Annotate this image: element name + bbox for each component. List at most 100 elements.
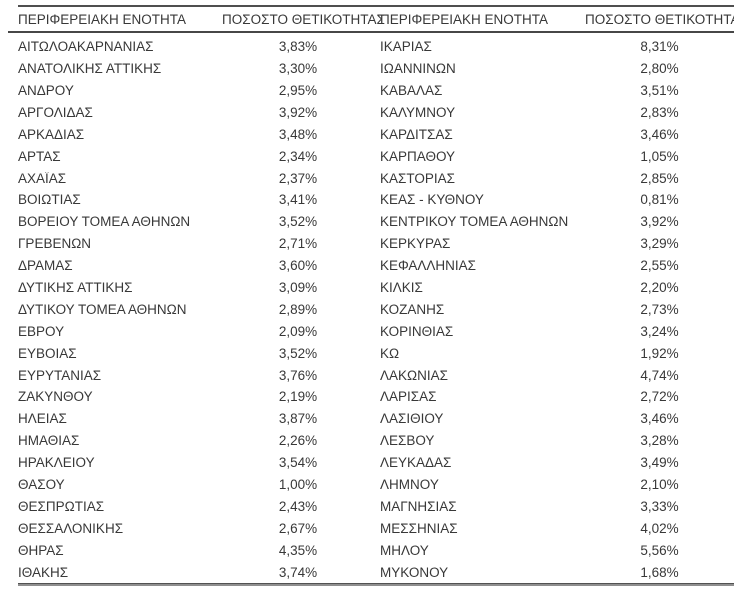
positivity-value-cell: 2,80%: [640, 61, 679, 77]
positivity-value-cell: 8,31%: [640, 39, 679, 55]
region-name-cell: ΗΛΕΙΑΣ: [18, 412, 67, 426]
region-name-cell: ΑΡΚΑΔΙΑΣ: [18, 127, 85, 142]
table-row: ΑΙΤΩΛΟΑΚΑΡΝΑΝΙΑΣ 3,83%: [0, 36, 374, 58]
region-name-cell: ΛΕΥΚΑΔΑΣ: [380, 456, 452, 470]
table-row: ΒΟΡΕΙΟΥ ΤΟΜΕΑ ΑΘΗΝΩΝ 3,52%: [0, 211, 374, 233]
table-row: ΜΥΚΟΝΟΥ 1,68%: [374, 561, 734, 583]
region-name-cell: ΓΡΕΒΕΝΩΝ: [18, 237, 92, 251]
region-name-cell: ΑΡΓΟΛΙΔΑΣ: [18, 105, 93, 120]
region-name-cell: ΚΕΝΤΡΙΚΟΥ ΤΟΜΕΑ ΑΘΗΝΩΝ: [380, 215, 569, 229]
positivity-value-cell: 3,24%: [640, 323, 679, 339]
column-header-region-right: ΠΕΡΙΦΕΡΕΙΑΚΗ ΕΝΟΤΗΤΑ: [380, 12, 549, 28]
positivity-value-cell: 2,26%: [278, 433, 318, 449]
region-name-cell: ΗΡΑΚΛΕΙΟΥ: [18, 456, 95, 470]
region-name-cell: ΑΙΤΩΛΟΑΚΑΡΝΑΝΙΑΣ: [18, 40, 154, 54]
table-row: ΚΕΦΑΛΛΗΝΙΑΣ 2,55%: [374, 255, 734, 277]
table-row: ΑΡΚΑΔΙΑΣ 3,48%: [0, 124, 374, 146]
positivity-value-cell: 2,10%: [640, 477, 679, 492]
positivity-value-cell: 2,95%: [278, 82, 318, 98]
positivity-value-cell: 2,89%: [278, 301, 318, 317]
table-row: ΛΗΜΝΟΥ 2,10%: [374, 474, 734, 496]
positivity-value-cell: 3,54%: [278, 455, 318, 471]
region-name-cell: ΚΑΡΠΑΘΟΥ: [380, 149, 456, 164]
positivity-value-cell: 3,46%: [640, 411, 679, 427]
region-name-cell: ΑΧΑΪΑΣ: [18, 171, 67, 186]
table-row: ΗΛΕΙΑΣ 3,87%: [0, 408, 374, 430]
table-row: ΜΗΛΟΥ 5,56%: [374, 539, 734, 561]
table-row: ΒΟΙΩΤΙΑΣ 3,41%: [0, 189, 374, 211]
positivity-value-cell: 2,37%: [278, 170, 318, 186]
column-header-positivity-left: ΠΟΣΟΣΤΟ ΘΕΤΙΚΟΤΗΤΑΣ: [222, 12, 385, 28]
region-name-cell: ΕΒΡΟΥ: [18, 324, 65, 339]
table-row: ΚΕΑΣ - ΚΥΘΝΟΥ 0,81%: [374, 189, 734, 211]
region-name-cell: ΚΑΡΔΙΤΣΑΣ: [380, 127, 453, 142]
region-name-cell: ΛΑΚΩΝΙΑΣ: [380, 368, 448, 383]
table-bottom-rule: [18, 583, 734, 586]
positivity-value-cell: 3,92%: [278, 104, 318, 120]
positivity-value-cell: 3,60%: [278, 258, 318, 274]
header-underline-rule: [8, 31, 734, 33]
positivity-value-cell: 3,52%: [278, 345, 318, 361]
table-row: ΚΟΖΑΝΗΣ 2,73%: [374, 299, 734, 321]
table-left-half: ΑΙΤΩΛΟΑΚΑΡΝΑΝΙΑΣ 3,83% ΑΝΑΤΟΛΙΚΗΣ ΑΤΤΙΚΗΣ…: [0, 36, 374, 583]
region-name-cell: ΚΑΒΑΛΑΣ: [380, 83, 443, 98]
table-row: ΚΑΒΑΛΑΣ 3,51%: [374, 80, 734, 102]
region-name-cell: ΚΕΡΚΥΡΑΣ: [380, 237, 451, 251]
region-name-cell: ΜΗΛΟΥ: [380, 543, 429, 558]
region-name-cell: ΚΕΦΑΛΛΗΝΙΑΣ: [380, 259, 477, 273]
region-name-cell: ΛΗΜΝΟΥ: [380, 478, 439, 492]
positivity-value-cell: 2,83%: [640, 104, 679, 120]
positivity-value-cell: 2,72%: [640, 389, 679, 405]
region-name-cell: ΚΙΛΚΙΣ: [380, 280, 423, 295]
table-row: ΙΩΑΝΝΙΝΩΝ 2,80%: [374, 58, 734, 80]
region-name-cell: ΘΑΣΟΥ: [18, 478, 65, 492]
region-name-cell: ΗΜΑΘΙΑΣ: [18, 434, 80, 448]
positivity-value-cell: 4,35%: [278, 542, 318, 558]
positivity-value-cell: 2,55%: [640, 258, 679, 274]
column-header-region-left: ΠΕΡΙΦΕΡΕΙΑΚΗ ΕΝΟΤΗΤΑ: [18, 12, 187, 28]
positivity-value-cell: 3,83%: [278, 39, 318, 55]
region-name-cell: ΚΟΡΙΝΘΙΑΣ: [380, 324, 454, 339]
region-name-cell: ΙΩΑΝΝΙΝΩΝ: [380, 62, 456, 76]
region-name-cell: ΒΟΙΩΤΙΑΣ: [18, 193, 81, 207]
table-row: ΚΙΛΚΙΣ 2,20%: [374, 277, 734, 299]
table-row: ΚΑΡΠΑΘΟΥ 1,05%: [374, 145, 734, 167]
positivity-value-cell: 0,81%: [640, 192, 679, 208]
table-row: ΜΕΣΣΗΝΙΑΣ 4,02%: [374, 518, 734, 540]
region-name-cell: ΛΑΣΙΘΙΟΥ: [380, 412, 444, 426]
positivity-value-cell: 3,46%: [640, 126, 679, 142]
positivity-value-cell: 2,43%: [278, 498, 318, 514]
table-row: ΛΕΣΒΟΥ 3,28%: [374, 430, 734, 452]
table-row: ΖΑΚΥΝΘΟΥ 2,19%: [0, 386, 374, 408]
region-name-cell: ΘΗΡΑΣ: [18, 543, 64, 558]
table-row: ΘΗΡΑΣ 4,35%: [0, 539, 374, 561]
positivity-value-cell: 2,20%: [640, 279, 679, 295]
column-header-positivity-right: ΠΟΣΟΣΤΟ ΘΕΤΙΚΟΤΗΤΑΣ: [585, 12, 734, 28]
table-row: ΘΕΣΣΑΛΟΝΙΚΗΣ 2,67%: [0, 518, 374, 540]
table-row: ΛΑΣΙΘΙΟΥ 3,46%: [374, 408, 734, 430]
region-name-cell: ΔΡΑΜΑΣ: [18, 259, 73, 273]
region-name-cell: ΕΥΒΟΙΑΣ: [18, 346, 77, 361]
positivity-value-cell: 3,49%: [640, 455, 679, 471]
positivity-value-cell: 2,09%: [278, 323, 318, 339]
table-row: ΑΡΓΟΛΙΔΑΣ 3,92%: [0, 102, 374, 124]
positivity-value-cell: 3,51%: [640, 82, 679, 98]
positivity-value-cell: 1,05%: [640, 148, 679, 164]
region-name-cell: ΚΩ: [380, 346, 400, 361]
positivity-value-cell: 3,41%: [278, 192, 318, 208]
region-name-cell: ΚΟΖΑΝΗΣ: [380, 302, 445, 317]
positivity-value-cell: 4,74%: [640, 367, 679, 383]
table-row: ΛΕΥΚΑΔΑΣ 3,49%: [374, 452, 734, 474]
region-name-cell: ΔΥΤΙΚΗΣ ΑΤΤΙΚΗΣ: [18, 280, 133, 295]
table-row: ΕΥΡΥΤΑΝΙΑΣ 3,76%: [0, 364, 374, 386]
positivity-value-cell: 1,00%: [278, 477, 318, 492]
region-name-cell: ΑΝΔΡΟΥ: [18, 83, 74, 98]
table-row: ΜΑΓΝΗΣΙΑΣ 3,33%: [374, 496, 734, 518]
table-row: ΚΕΡΚΥΡΑΣ 3,29%: [374, 233, 734, 255]
region-name-cell: ΚΑΣΤΟΡΙΑΣ: [380, 171, 455, 186]
region-name-cell: ΚΑΛΥΜΝΟΥ: [380, 105, 456, 120]
table-row: ΘΕΣΠΡΩΤΙΑΣ 2,43%: [0, 496, 374, 518]
region-name-cell: ΕΥΡΥΤΑΝΙΑΣ: [18, 368, 102, 383]
region-name-cell: ΙΘΑΚΗΣ: [18, 565, 69, 580]
